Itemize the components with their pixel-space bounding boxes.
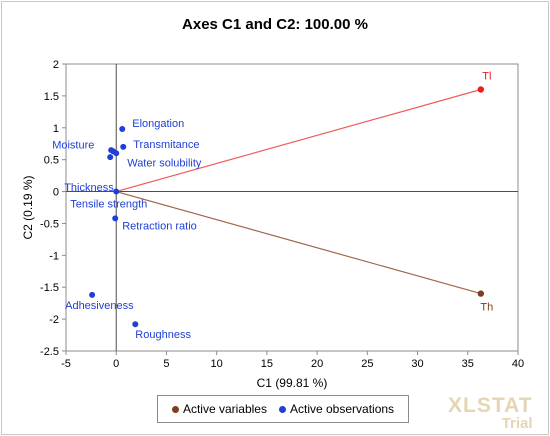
legend: Active variables Active observations	[157, 395, 409, 423]
x-tick-label: -5	[61, 358, 71, 370]
y-tick-label: -0.5	[40, 218, 59, 230]
x-tick-label: 35	[462, 358, 474, 370]
y-axis-label: C2 (0.19 %)	[21, 175, 35, 239]
observation-point	[132, 321, 139, 328]
variable-point-tl	[477, 86, 485, 93]
variable-point-th	[477, 290, 485, 297]
legend-label-active-observations: Active observations	[289, 402, 395, 416]
x-tick-label: 15	[261, 358, 273, 370]
x-tick-label: 0	[113, 358, 119, 370]
chart-title: Axes C1 and C2: 100.00 %	[182, 16, 368, 33]
y-tick-label: -1	[49, 250, 59, 262]
observation-label-water-solubility: Water solubility	[127, 157, 202, 169]
observation-label-elongation: Elongation	[132, 118, 184, 130]
watermark-line-1: XLSTAT	[448, 394, 533, 417]
variable-label-tl: Tl	[482, 71, 491, 83]
observation-point	[112, 215, 119, 222]
legend-item-active-observations: Active observations	[278, 402, 395, 416]
x-tick-label: 20	[311, 358, 323, 370]
x-tick-label: 40	[512, 358, 524, 370]
x-tick-label: 5	[163, 358, 169, 370]
legend-label-active-variables: Active variables	[182, 402, 267, 416]
legend-marker-active-observations	[278, 405, 286, 413]
vector-line-th	[116, 190, 481, 295]
x-tick-label: 30	[411, 358, 423, 370]
y-tick-label: 1.5	[44, 91, 59, 103]
observation-point	[89, 291, 96, 298]
observation-label-tensile-strength: Tensile strength	[70, 199, 147, 211]
y-tick-label: -2.5	[40, 346, 59, 358]
watermark: XLSTAT Trial	[448, 395, 533, 431]
observation-label-roughness: Roughness	[135, 329, 191, 341]
observation-point	[113, 150, 120, 157]
y-tick-label: 0	[53, 187, 59, 199]
variable-label-th: Th	[480, 302, 493, 314]
observation-label-adhesiveness: Adhesiveness	[65, 300, 134, 312]
observation-point	[119, 126, 126, 133]
legend-item-active-variables: Active variables	[171, 402, 267, 416]
vector-line-tl	[116, 88, 481, 193]
y-tick-label: 2	[53, 59, 59, 71]
observation-point	[107, 154, 114, 161]
observation-label-transmitance: Transmitance	[133, 139, 199, 151]
observation-label-thickness: Thickness	[64, 182, 114, 194]
legend-marker-active-variables	[171, 405, 179, 413]
observation-point	[108, 147, 115, 154]
observation-point	[120, 143, 127, 150]
y-tick-label: 0.5	[44, 155, 59, 167]
x-tick-label: 25	[361, 358, 373, 370]
y-tick-label: -1.5	[40, 282, 59, 294]
y-tick-label: -2	[49, 314, 59, 326]
y-tick-label: 1	[53, 123, 59, 135]
observation-point	[113, 188, 120, 195]
x-axis-label: C1 (99.81 %)	[257, 376, 328, 390]
plot-area-border	[65, 63, 519, 352]
watermark-line-2: Trial	[501, 415, 533, 432]
x-tick-label: 10	[211, 358, 223, 370]
observation-label-moisture: Moisture	[52, 139, 94, 151]
observation-label-retraction-ratio: Retraction ratio	[122, 220, 197, 232]
